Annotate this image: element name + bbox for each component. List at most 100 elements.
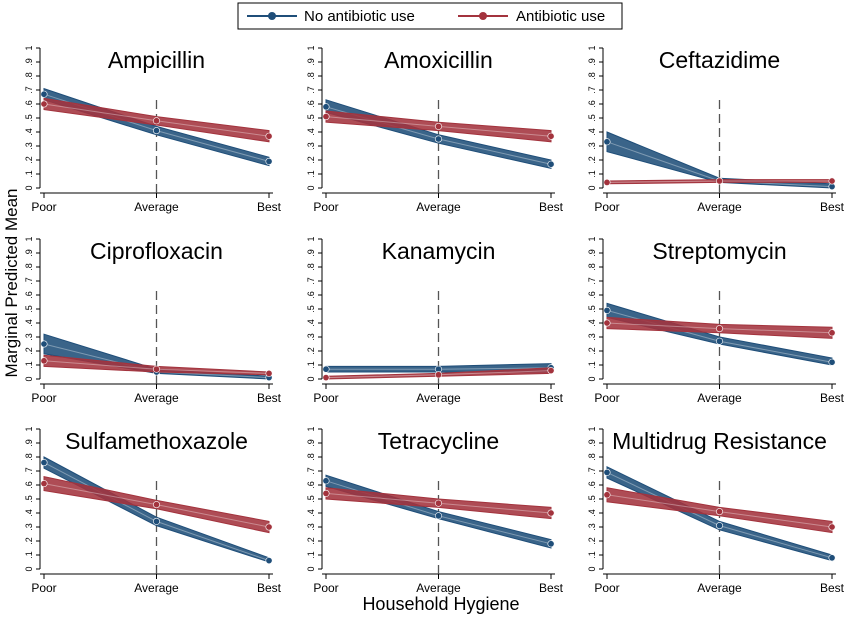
- y-tick-label: .7: [587, 86, 597, 94]
- y-tick-label: 0: [306, 376, 316, 381]
- point-antibiotic: [603, 319, 611, 327]
- point-antibiotic: [715, 177, 723, 185]
- y-tick-label: .1: [306, 551, 316, 559]
- y-tick-label: .8: [587, 453, 597, 461]
- y-tick-label: .5: [24, 495, 34, 503]
- point-antibiotic: [153, 501, 161, 509]
- panel-ampicillin: Ampicillin 0 .1 .2 .3 .4 .5 .6 .7 .8 .9 1 Poor Averag…: [24, 45, 282, 214]
- y-tick-label: .9: [306, 439, 316, 447]
- y-tick-label: .7: [24, 86, 34, 94]
- y-tick-label: .1: [306, 170, 316, 178]
- y-tick-label: 0: [24, 185, 34, 190]
- panel-title: Ampicillin: [108, 47, 205, 73]
- y-tick-label: .9: [306, 249, 316, 257]
- point-antibiotic: [715, 508, 723, 516]
- panel-sulfamethoxazole: Sulfamethoxazole 0 .1 .2 .3 .4 .5 .6 .7 .8 .9 1 Poor…: [24, 426, 282, 595]
- x-tick-label: Average: [697, 581, 742, 595]
- y-tick-label: .7: [24, 277, 34, 285]
- y-tick-label: .3: [24, 523, 34, 531]
- y-tick-label: .3: [306, 142, 316, 150]
- y-tick-label: .3: [587, 142, 597, 150]
- y-tick-label: .3: [306, 523, 316, 531]
- y-tick-label: .4: [587, 509, 597, 517]
- panel-title: Kanamycin: [382, 238, 496, 264]
- y-tick-label: .6: [306, 100, 316, 108]
- y-tick-label: .2: [306, 537, 316, 545]
- point-no-antibiotic: [828, 358, 836, 366]
- y-tick-label: .7: [587, 277, 597, 285]
- y-tick-label: .8: [587, 263, 597, 271]
- point-antibiotic: [322, 374, 330, 382]
- y-tick-label: .8: [306, 72, 316, 80]
- y-tick-label: .7: [24, 467, 34, 475]
- x-tick-label: Poor: [594, 391, 619, 405]
- y-tick-label: .7: [587, 467, 597, 475]
- y-tick-label: .1: [24, 361, 34, 369]
- y-tick-label: .1: [587, 170, 597, 178]
- point-no-antibiotic: [547, 540, 555, 548]
- y-tick-label: .4: [587, 128, 597, 136]
- point-no-antibiotic: [40, 90, 48, 98]
- y-tick-label: .9: [587, 439, 597, 447]
- y-tick-label: .9: [24, 58, 34, 66]
- y-tick-label: .1: [587, 551, 597, 559]
- point-antibiotic: [322, 489, 330, 497]
- y-tick-label: 1: [587, 236, 597, 241]
- legend-marker-no-antibiotic: [268, 12, 276, 20]
- y-tick-label: .5: [587, 495, 597, 503]
- y-axis-title: Marginal Predicted Mean: [2, 189, 21, 378]
- x-tick-label: Poor: [31, 581, 56, 595]
- x-tick-label: Poor: [31, 200, 56, 214]
- y-tick-label: .6: [24, 100, 34, 108]
- y-tick-label: .1: [306, 361, 316, 369]
- y-tick-label: .5: [306, 114, 316, 122]
- x-tick-label: Best: [257, 200, 282, 214]
- x-tick-label: Poor: [313, 200, 338, 214]
- point-antibiotic: [434, 371, 442, 379]
- x-tick-label: Average: [134, 391, 179, 405]
- y-tick-label: .2: [306, 347, 316, 355]
- point-no-antibiotic: [715, 522, 723, 530]
- point-antibiotic: [265, 369, 273, 377]
- point-antibiotic: [265, 523, 273, 531]
- y-tick-label: .9: [24, 439, 34, 447]
- y-tick-label: .6: [587, 291, 597, 299]
- point-no-antibiotic: [603, 138, 611, 146]
- x-tick-label: Average: [416, 581, 461, 595]
- panel-streptomycin: Streptomycin 0 .1 .2 .3 .4 .5 .6 .7 .8 .9 1 Poor Aver…: [587, 236, 845, 405]
- y-tick-label: .8: [306, 453, 316, 461]
- y-tick-label: .6: [24, 481, 34, 489]
- x-tick-label: Average: [134, 200, 179, 214]
- panel-ciprofloxacin: Ciprofloxacin 0 .1 .2 .3 .4 .5 .6 .7 .8 .9 1 Poor Ave…: [24, 236, 282, 405]
- panel-title: Ceftazidime: [659, 47, 780, 73]
- point-antibiotic: [547, 367, 555, 375]
- y-tick-label: 1: [587, 45, 597, 50]
- point-no-antibiotic: [603, 468, 611, 476]
- y-tick-label: 1: [306, 236, 316, 241]
- point-antibiotic: [40, 100, 48, 108]
- point-no-antibiotic: [322, 103, 330, 111]
- y-tick-label: 1: [24, 45, 34, 50]
- y-tick-label: .8: [24, 453, 34, 461]
- x-tick-label: Best: [820, 200, 845, 214]
- point-antibiotic: [828, 329, 836, 337]
- y-tick-label: .4: [24, 128, 34, 136]
- y-tick-label: .7: [306, 277, 316, 285]
- point-no-antibiotic: [265, 557, 273, 565]
- y-tick-label: .3: [587, 523, 597, 531]
- y-tick-label: .8: [587, 72, 597, 80]
- y-tick-label: .3: [24, 333, 34, 341]
- y-tick-label: 0: [306, 185, 316, 190]
- x-tick-label: Average: [697, 200, 742, 214]
- panel-title: Ciprofloxacin: [90, 238, 223, 264]
- panel-title: Streptomycin: [652, 238, 786, 264]
- point-antibiotic: [828, 523, 836, 531]
- y-tick-label: .5: [306, 495, 316, 503]
- point-no-antibiotic: [603, 306, 611, 314]
- y-tick-label: .4: [24, 319, 34, 327]
- y-tick-label: .2: [24, 537, 34, 545]
- x-tick-label: Best: [257, 391, 282, 405]
- y-tick-label: .2: [587, 347, 597, 355]
- x-tick-label: Average: [416, 391, 461, 405]
